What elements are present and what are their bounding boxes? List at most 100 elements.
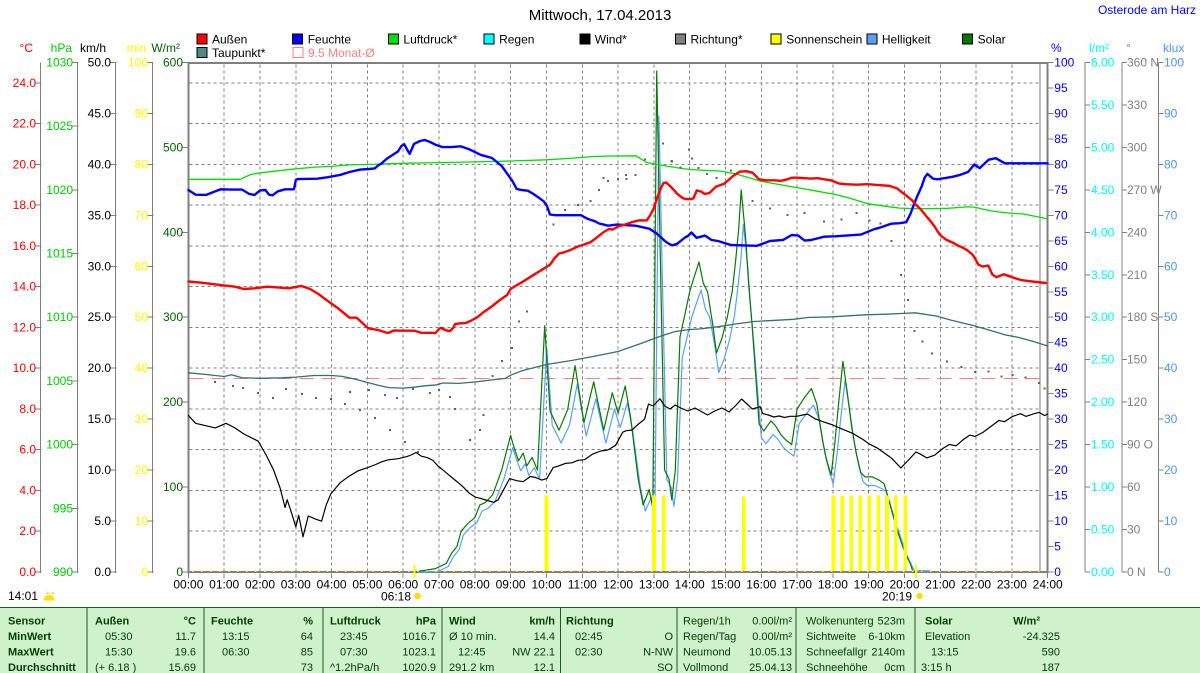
svg-text:%: % [303,616,313,628]
svg-text:11:00: 11:00 [568,578,597,592]
svg-text:Außen: Außen [95,616,130,628]
svg-text:995: 995 [53,501,73,515]
svg-text:0: 0 [176,565,183,579]
svg-text:00:00: 00:00 [173,578,203,592]
svg-text:3:15 h: 3:15 h [921,662,952,673]
svg-text:Wolkenunterg: Wolkenunterg [806,616,874,628]
svg-text:Wind*: Wind* [595,33,627,47]
svg-text:30: 30 [1127,523,1141,537]
svg-text:75: 75 [1054,183,1068,197]
svg-text:35.0: 35.0 [88,208,112,222]
svg-text:17:00: 17:00 [782,578,812,592]
svg-text:W/m²: W/m² [151,41,180,55]
svg-text:5.0: 5.0 [94,514,111,528]
svg-text:07:00: 07:00 [424,578,454,592]
svg-text:22.0: 22.0 [13,117,37,131]
svg-text:Feuchte: Feuchte [211,616,253,628]
svg-text:0cm: 0cm [884,662,905,673]
svg-text:05:30: 05:30 [105,631,133,643]
svg-text:270 W: 270 W [1127,183,1162,197]
svg-text:0.00: 0.00 [1091,565,1115,579]
svg-text:4.0: 4.0 [19,484,36,498]
svg-text:MaxWert: MaxWert [8,647,54,659]
svg-text:1030: 1030 [46,56,73,70]
svg-text:4.00: 4.00 [1091,225,1115,239]
svg-text:100: 100 [1054,56,1074,70]
svg-text:60: 60 [1164,259,1178,273]
svg-text:20: 20 [135,463,149,477]
svg-text:Helligkeit: Helligkeit [882,33,931,47]
svg-text:2.0: 2.0 [19,524,36,538]
svg-text:06:00: 06:00 [388,578,418,592]
svg-text:210: 210 [1127,268,1147,282]
svg-text:Sensor: Sensor [8,616,46,628]
svg-text:500: 500 [163,140,183,154]
svg-text:13:15: 13:15 [931,647,959,659]
svg-text:SO: SO [657,662,673,673]
svg-text:0 N: 0 N [1127,565,1146,579]
svg-text:1023.1: 1023.1 [402,647,436,659]
svg-text:90: 90 [135,107,149,121]
svg-text:Osterode am Harz: Osterode am Harz [1098,3,1196,17]
svg-text:Neumond: Neumond [683,647,731,659]
svg-text:02:45: 02:45 [575,631,603,643]
svg-text:23:45: 23:45 [340,631,368,643]
svg-text:-24.325: -24.325 [1023,631,1060,643]
svg-text:2.50: 2.50 [1091,353,1115,367]
svg-text:80: 80 [1164,157,1178,171]
svg-text:1020.9: 1020.9 [402,662,436,673]
svg-text:4.50: 4.50 [1091,183,1115,197]
svg-text:Sichtweite: Sichtweite [806,631,856,643]
svg-text:12:45: 12:45 [458,647,486,659]
svg-text:60: 60 [135,259,149,273]
svg-text:40: 40 [1054,361,1068,375]
svg-text:0.00l/m²: 0.00l/m² [752,616,792,628]
svg-text:50: 50 [135,310,149,324]
svg-text:^1.2hPa/h: ^1.2hPa/h [330,662,379,673]
svg-text:02:00: 02:00 [245,578,275,592]
svg-text:30.0: 30.0 [88,259,112,273]
svg-text:95: 95 [1054,81,1068,95]
svg-text:1010: 1010 [46,310,73,324]
svg-text:200: 200 [163,395,183,409]
svg-text:%: % [1051,41,1062,55]
svg-text:MinWert: MinWert [8,631,52,643]
svg-text:90 O: 90 O [1127,438,1153,452]
svg-text:0: 0 [1164,565,1171,579]
svg-text:90: 90 [1164,107,1178,121]
svg-text:3.00: 3.00 [1091,310,1115,324]
svg-text:°C: °C [20,41,34,55]
svg-text:13:15: 13:15 [222,631,250,643]
svg-text:20: 20 [1164,463,1178,477]
svg-text:15:30: 15:30 [105,647,133,659]
svg-text:10.0: 10.0 [88,463,112,477]
svg-text:klux: klux [1163,41,1184,55]
svg-text:Wind: Wind [449,616,476,628]
svg-text:50: 50 [1054,310,1068,324]
svg-text:8.0: 8.0 [19,402,36,416]
svg-text:20: 20 [1054,463,1068,477]
svg-text:5: 5 [1054,540,1061,554]
svg-text:3.50: 3.50 [1091,268,1115,282]
svg-text:5.50: 5.50 [1091,98,1115,112]
svg-text:10.0: 10.0 [13,361,37,375]
svg-text:20:00: 20:00 [889,578,919,592]
svg-text:10: 10 [135,514,149,528]
svg-text:°: ° [1126,41,1131,55]
svg-text:40: 40 [1164,361,1178,375]
svg-text:Richtung: Richtung [566,616,614,628]
svg-text:1015: 1015 [46,247,73,261]
svg-text:10:00: 10:00 [531,578,561,592]
svg-text:Regen/Tag: Regen/Tag [683,631,736,643]
svg-text:25: 25 [1054,438,1068,452]
svg-text:05:00: 05:00 [352,578,382,592]
svg-text:Schneehöhe: Schneehöhe [806,662,868,673]
svg-text:990: 990 [53,565,73,579]
svg-text:Feuchte: Feuchte [308,33,352,47]
svg-text:Taupunkt*: Taupunkt* [212,46,266,60]
svg-text:19:00: 19:00 [854,578,884,592]
svg-text:150: 150 [1127,353,1147,367]
svg-text:1020: 1020 [46,183,73,197]
svg-text:30: 30 [1054,412,1068,426]
svg-text:Solar: Solar [925,616,953,628]
